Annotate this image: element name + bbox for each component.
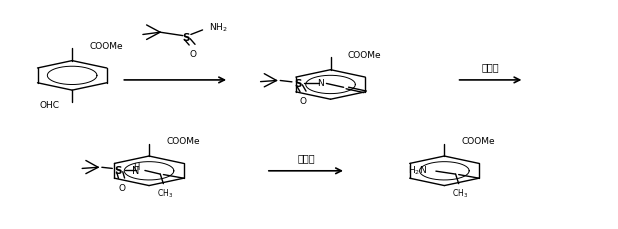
Text: N: N: [317, 79, 324, 88]
Text: O: O: [190, 49, 197, 59]
Text: COOMe: COOMe: [462, 136, 495, 145]
Text: H$_2$N: H$_2$N: [408, 163, 426, 176]
Text: O: O: [300, 96, 307, 106]
Text: O: O: [118, 183, 125, 192]
Text: CH$_3$: CH$_3$: [157, 187, 173, 199]
Text: S: S: [294, 78, 302, 88]
Text: 脱保护: 脱保护: [297, 152, 315, 162]
Text: COOMe: COOMe: [166, 136, 200, 145]
Text: S: S: [182, 33, 190, 43]
Text: COOMe: COOMe: [90, 41, 123, 50]
Text: COOMe: COOMe: [348, 51, 381, 60]
Text: CH$_3$: CH$_3$: [452, 187, 468, 199]
Text: OHC: OHC: [40, 101, 60, 109]
Text: NH$_2$: NH$_2$: [210, 21, 228, 34]
Text: S: S: [115, 165, 122, 175]
Text: 甲基化: 甲基化: [481, 62, 499, 71]
Text: N: N: [132, 166, 140, 175]
Text: H: H: [133, 163, 140, 172]
